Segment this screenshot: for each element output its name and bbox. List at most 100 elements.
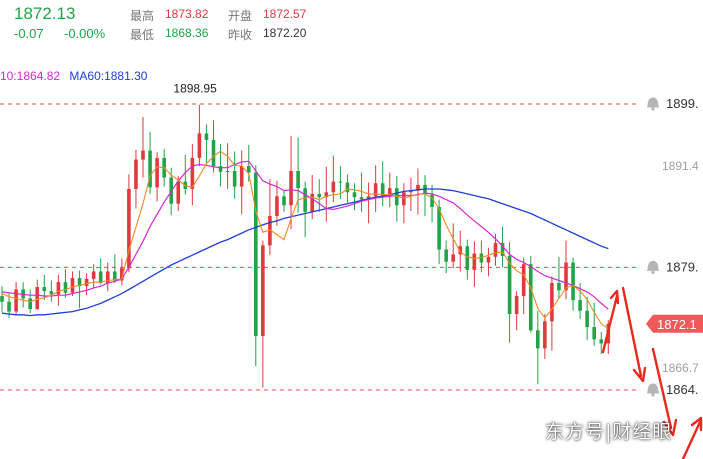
candle-body: [218, 166, 223, 172]
candle-body: [28, 298, 32, 310]
candle-body: [176, 181, 181, 204]
candle-body: [84, 278, 89, 287]
candle-body: [275, 196, 279, 216]
candle-body: [134, 159, 138, 189]
candle-body: [536, 330, 540, 349]
candle-body: [564, 262, 568, 291]
trend-arrow: [601, 289, 620, 354]
ma5-line: [1, 150, 609, 330]
candle-body: [324, 192, 329, 198]
high-value: 1873.82: [165, 7, 209, 21]
candle-body: [141, 150, 145, 160]
candle-body: [585, 310, 589, 328]
candle-body: [56, 282, 61, 295]
candle-body: [550, 282, 554, 322]
candle-body: [458, 246, 463, 255]
trend-arrow: [681, 416, 703, 459]
candle-body: [345, 182, 350, 193]
candle-body: [472, 253, 477, 270]
candle-body: [500, 242, 505, 256]
ma60-line: [1, 188, 609, 317]
price-level-label: 1864.: [666, 382, 699, 397]
candle-body: [105, 271, 110, 283]
candle-body: [592, 327, 596, 340]
candle-body: [317, 193, 322, 198]
candle-body: [14, 289, 18, 312]
bell-icon: [647, 97, 659, 108]
prev-close-label: 昨收: [228, 28, 253, 42]
price-level-label: 1866.7: [662, 361, 699, 375]
candle-body: [113, 271, 117, 281]
open-value: 1872.57: [263, 7, 307, 21]
candle-body: [416, 184, 420, 191]
candle-body: [409, 190, 413, 193]
open-label: 开盘: [228, 9, 253, 23]
candle-body: [254, 172, 258, 337]
prev-close-value: 1872.20: [263, 26, 307, 40]
candle-body: [70, 278, 75, 293]
candle-body: [77, 278, 82, 287]
candle-body: [507, 255, 512, 315]
price-change-pct: -0.00%: [64, 26, 106, 41]
candle-body: [63, 282, 68, 293]
candle-body: [599, 339, 604, 344]
candle-body: [373, 183, 378, 197]
candle-body: [204, 133, 209, 140]
candle-body: [514, 296, 519, 315]
candlestick-chart[interactable]: 1899. 1891.4 1879. 1866.7 1864. 1898.95 1872.1: [0, 46, 703, 459]
candle-body: [366, 196, 371, 200]
watermark: 东方号|财经眼: [545, 421, 673, 443]
ma10-legend: 10:1864.82: [0, 69, 61, 83]
candle-body: [310, 193, 314, 212]
price-level-label: 1899.: [666, 96, 699, 111]
bell-icon-clapper: [651, 393, 655, 397]
bell-icon: [647, 383, 659, 394]
candle-body: [521, 264, 526, 297]
candle-body: [232, 171, 237, 187]
candle-body: [190, 157, 195, 189]
candle-body: [444, 249, 448, 262]
candle-body: [7, 301, 11, 312]
candle-body: [430, 194, 434, 207]
high-annotation: 1898.95: [173, 81, 217, 95]
candle-body: [289, 171, 293, 206]
candle-body: [239, 166, 244, 187]
candle-body: [543, 321, 547, 349]
candle-body: [296, 171, 300, 189]
candle-body: [148, 150, 152, 188]
candle-body: [211, 139, 216, 167]
candle-body: [571, 262, 575, 301]
candle-body: [493, 242, 498, 257]
price-change: -0.07: [14, 26, 44, 41]
candle-body: [352, 192, 357, 198]
candle-body: [49, 291, 54, 295]
candle-body: [331, 181, 336, 193]
candle-body: [197, 133, 202, 158]
price-level-label: 1879.: [666, 259, 699, 274]
bell-icon-clapper: [651, 270, 655, 275]
ma10-line: [1, 160, 609, 310]
candle-body: [451, 254, 455, 262]
trend-arrow: [621, 286, 647, 383]
candle-body: [98, 271, 103, 283]
candle-body: [303, 188, 307, 212]
candle-body: [282, 196, 286, 206]
high-label: 最高: [130, 9, 155, 23]
ma-legend: 10:1864.82 MA60:1881.30: [0, 69, 147, 83]
candle-body: [380, 183, 385, 198]
candle-body: [120, 268, 124, 281]
candle-body: [261, 245, 265, 337]
candle-body: [127, 188, 131, 269]
candle-body: [528, 264, 533, 331]
candle-body: [91, 271, 96, 279]
candle-body: [35, 287, 40, 310]
candle-body: [423, 184, 427, 195]
candle-body: [578, 300, 582, 311]
ma60-legend: MA60:1881.30: [69, 69, 148, 83]
candle-body: [437, 206, 441, 250]
candle-body: [338, 181, 343, 183]
trend-arrow: [651, 347, 678, 437]
candle-body: [387, 188, 392, 198]
low-label: 最低: [130, 28, 155, 42]
candle-body: [402, 192, 406, 206]
